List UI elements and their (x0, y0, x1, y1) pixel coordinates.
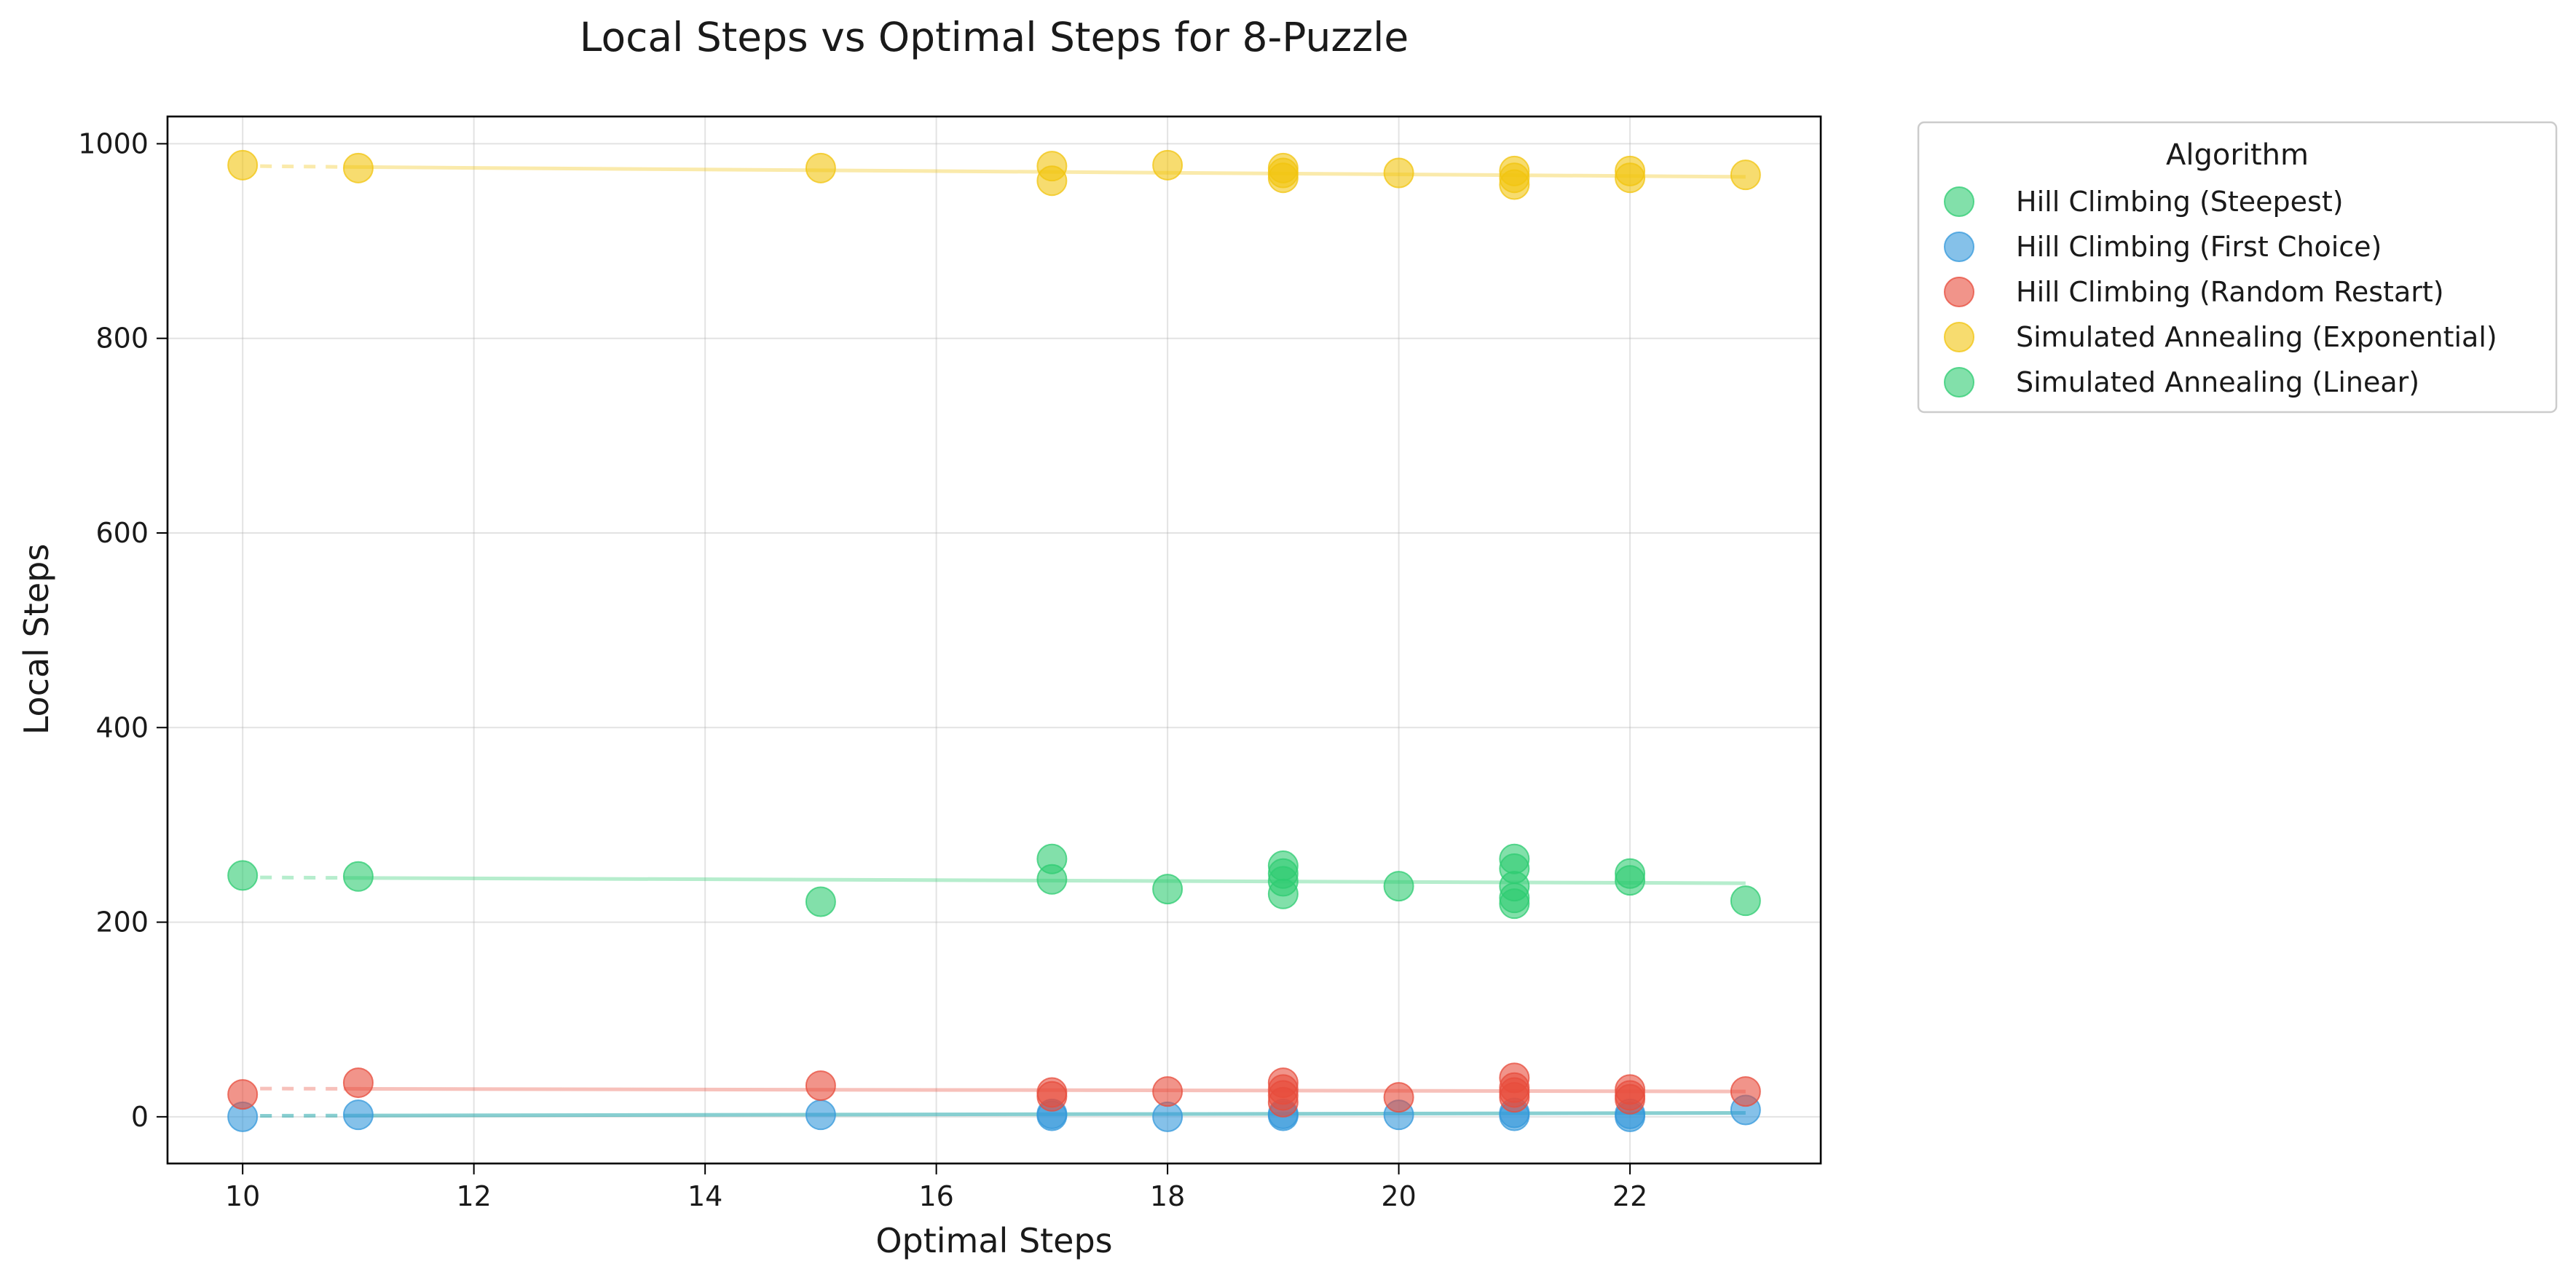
legend-label: Hill Climbing (Steepest) (2016, 186, 2344, 218)
x-axis-label: Optimal Steps (875, 1221, 1112, 1260)
data-point (1384, 872, 1414, 901)
data-point (344, 862, 373, 891)
data-point (228, 151, 257, 180)
chart-title: Local Steps vs Optimal Steps for 8-Puzzl… (580, 14, 1409, 60)
y-tick-label: 800 (95, 323, 149, 355)
data-point (228, 861, 257, 890)
legend-marker (1945, 323, 1974, 352)
data-point (1615, 866, 1645, 895)
data-point (806, 888, 835, 917)
x-tick-label: 22 (1612, 1180, 1647, 1212)
data-point (1037, 166, 1066, 195)
x-tick-label: 16 (918, 1180, 953, 1212)
legend-label: Hill Climbing (Random Restart) (2016, 276, 2444, 308)
data-point (1500, 889, 1529, 918)
legend-title: Algorithm (2166, 138, 2309, 172)
legend-label: Simulated Annealing (Linear) (2016, 366, 2419, 398)
data-point (1615, 1085, 1645, 1114)
data-point (1037, 865, 1066, 894)
legend-marker (1945, 277, 1974, 307)
data-point (1269, 163, 1298, 192)
y-axis-label: Local Steps (17, 544, 56, 735)
legend-marker (1945, 368, 1974, 397)
legend-marker (1945, 187, 1974, 216)
x-tick-label: 10 (225, 1180, 260, 1212)
y-tick-label: 200 (95, 906, 149, 939)
data-point (1731, 160, 1760, 189)
legend-marker (1945, 232, 1974, 261)
data-point (344, 1068, 373, 1097)
x-tick-label: 14 (688, 1180, 722, 1212)
y-tick-label: 1000 (78, 127, 149, 159)
data-point (806, 154, 835, 183)
data-point (806, 1100, 835, 1129)
data-point (1731, 1077, 1760, 1106)
legend-label: Hill Climbing (First Choice) (2016, 231, 2382, 263)
data-point (1500, 1083, 1529, 1112)
data-point (1153, 151, 1182, 180)
data-point (344, 154, 373, 183)
data-point (806, 1071, 835, 1100)
data-point (1153, 874, 1182, 904)
data-point (1153, 1077, 1182, 1106)
data-point (1384, 1083, 1414, 1112)
data-point (1615, 163, 1645, 192)
data-point (344, 1100, 373, 1129)
x-tick-label: 12 (456, 1180, 491, 1212)
data-point (1500, 170, 1529, 199)
y-tick-label: 600 (95, 517, 149, 549)
data-point (1037, 1082, 1066, 1111)
x-tick-label: 20 (1381, 1180, 1416, 1212)
data-point (1384, 159, 1414, 188)
data-point (1731, 886, 1760, 915)
legend: Algorithm Hill Climbing (Steepest) Hill C… (1918, 122, 2556, 412)
x-tick-label: 18 (1150, 1180, 1185, 1212)
data-point (1269, 880, 1298, 909)
y-tick-label: 400 (95, 711, 149, 743)
data-point (1269, 1088, 1298, 1117)
data-point (228, 1080, 257, 1109)
legend-label: Simulated Annealing (Exponential) (2016, 321, 2497, 353)
y-tick-label: 0 (131, 1101, 149, 1133)
